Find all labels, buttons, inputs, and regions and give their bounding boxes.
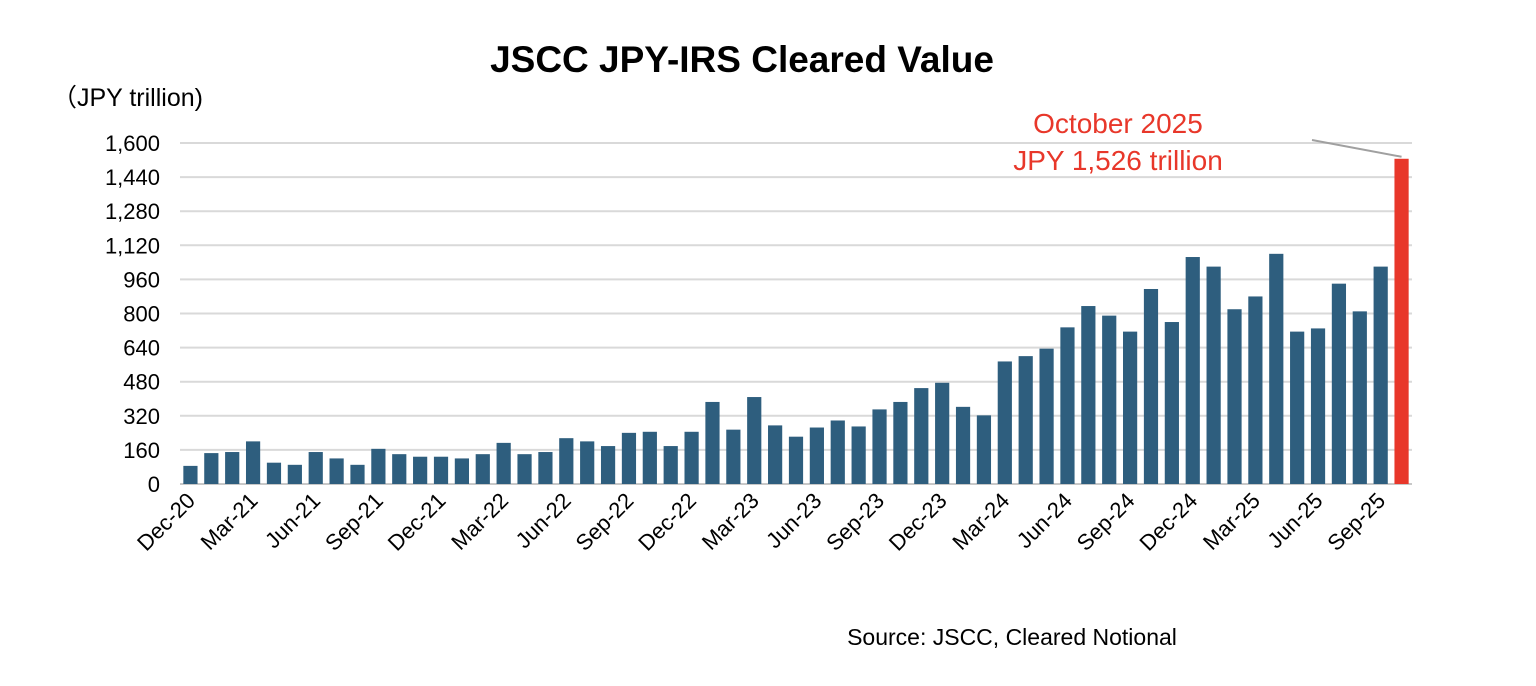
bar-Aug-22: [600, 446, 616, 484]
bar-Sep-25: [1373, 266, 1388, 484]
x-tick-label: Jun-24: [1012, 488, 1077, 553]
bar-Apr-22: [517, 454, 532, 484]
chart-title: JSCC JPY-IRS Cleared Value: [490, 39, 994, 80]
bar-Jun-23: [809, 427, 824, 484]
y-axis-label: （JPY trillion): [52, 84, 203, 112]
bar-Dec-24: [1185, 257, 1200, 484]
bar-Sep-23: [872, 409, 887, 484]
y-tick-label: 1,120: [105, 233, 160, 258]
x-tick-label: Sep-23: [821, 488, 889, 556]
bar-Nov-23: [914, 388, 929, 484]
bar-Oct-21: [392, 454, 407, 484]
bar-Jul-23: [830, 420, 845, 484]
bar-Mar-22: [496, 442, 511, 484]
bar-Nov-22: [663, 446, 678, 484]
bar-Feb-23: [726, 429, 741, 484]
bar-Oct-24: [1143, 288, 1159, 484]
bar-Jan-24: [955, 406, 971, 484]
x-tick-label: Sep-21: [320, 488, 388, 556]
bar-Jun-25: [1310, 328, 1326, 484]
bar-Apr-23: [768, 425, 783, 484]
x-tick-label: Mar-24: [947, 488, 1014, 555]
annotation-line2: JPY 1,526 trillion: [1013, 145, 1223, 176]
y-tick-label: 800: [123, 302, 160, 327]
bar-Feb-25: [1227, 309, 1242, 484]
bar-Jun-24: [1060, 327, 1075, 484]
x-tick-label: Jun-21: [260, 488, 325, 553]
bar-Jan-25: [1206, 266, 1221, 484]
bar-Feb-24: [976, 415, 992, 484]
x-tick-label: Jun-25: [1262, 488, 1327, 553]
annotation-leader-line: [1311, 139, 1402, 158]
bar-Aug-25: [1352, 311, 1367, 484]
y-tick-label: 960: [123, 267, 160, 292]
bar-Mar-25: [1248, 296, 1263, 484]
bar-Aug-24: [1102, 315, 1117, 484]
bar-Dec-20: [183, 465, 198, 484]
bar-May-25: [1290, 331, 1305, 484]
bar-Dec-23: [935, 382, 950, 484]
bar-Sep-24: [1123, 331, 1138, 484]
bar-Oct-25: [1394, 158, 1409, 485]
bar-Jul-22: [580, 441, 595, 484]
x-tick-label: Dec-24: [1134, 488, 1202, 556]
bar-Nov-24: [1164, 322, 1179, 484]
y-tick-label: 640: [123, 336, 160, 361]
x-tick-label: Dec-23: [884, 488, 952, 556]
y-tick-label: 0: [148, 472, 160, 497]
bar-Jun-21: [308, 452, 323, 484]
bar-Mar-21: [245, 441, 261, 484]
bar-Mar-23: [747, 397, 762, 484]
x-tick-label: Sep-25: [1322, 488, 1390, 556]
bar-Jul-25: [1331, 283, 1347, 484]
bar-May-22: [538, 452, 553, 484]
source-note: Source: JSCC, Cleared Notional: [847, 624, 1177, 650]
bar-Sep-22: [621, 432, 637, 484]
bar-Dec-22: [684, 431, 699, 484]
bar-Jul-21: [329, 458, 344, 484]
x-tick-label: Jun-22: [511, 488, 576, 553]
x-tick-label: Sep-22: [571, 488, 639, 556]
bar-Nov-21: [413, 456, 428, 484]
bar-Apr-24: [1018, 356, 1033, 484]
x-tick-label: Dec-21: [383, 488, 451, 556]
bar-Oct-23: [893, 401, 908, 484]
bar-Jul-24: [1081, 306, 1096, 484]
bar-Dec-21: [433, 456, 449, 484]
annotation-line1: October 2025: [1033, 108, 1203, 139]
bar-Aug-21: [350, 464, 365, 484]
bar-May-23: [788, 436, 804, 484]
x-tick-label: Sep-24: [1072, 488, 1140, 556]
bar-Oct-22: [642, 431, 657, 484]
bar-May-24: [1039, 348, 1054, 484]
y-tick-label: 1,280: [105, 199, 160, 224]
bar-Apr-21: [266, 462, 282, 484]
x-tick-label: Mar-23: [697, 488, 764, 555]
bar-Aug-23: [851, 426, 866, 484]
y-tick-label: 1,440: [105, 165, 160, 190]
bar-Jan-23: [705, 401, 720, 484]
bar-Jun-22: [559, 438, 574, 484]
x-tick-label: Mar-25: [1198, 488, 1265, 555]
bar-May-21: [287, 464, 302, 484]
bar-Mar-24: [997, 361, 1012, 484]
y-tick-label: 1,600: [105, 131, 160, 156]
y-tick-label: 320: [123, 404, 160, 429]
bar-Sep-21: [371, 448, 386, 484]
x-tick-label: Dec-22: [633, 488, 701, 556]
y-tick-label: 480: [123, 370, 160, 395]
bar-Jan-22: [454, 458, 469, 484]
x-tick-label: Mar-21: [196, 488, 263, 555]
x-tick-label: Jun-23: [761, 488, 826, 553]
x-tick-label: Dec-20: [132, 488, 200, 556]
bar-Jan-21: [204, 453, 219, 484]
bar-Feb-22: [475, 454, 490, 484]
bar-Apr-25: [1269, 253, 1284, 484]
bar-Feb-21: [225, 452, 240, 484]
x-tick-label: Mar-22: [446, 488, 513, 555]
y-tick-label: 160: [123, 438, 160, 463]
